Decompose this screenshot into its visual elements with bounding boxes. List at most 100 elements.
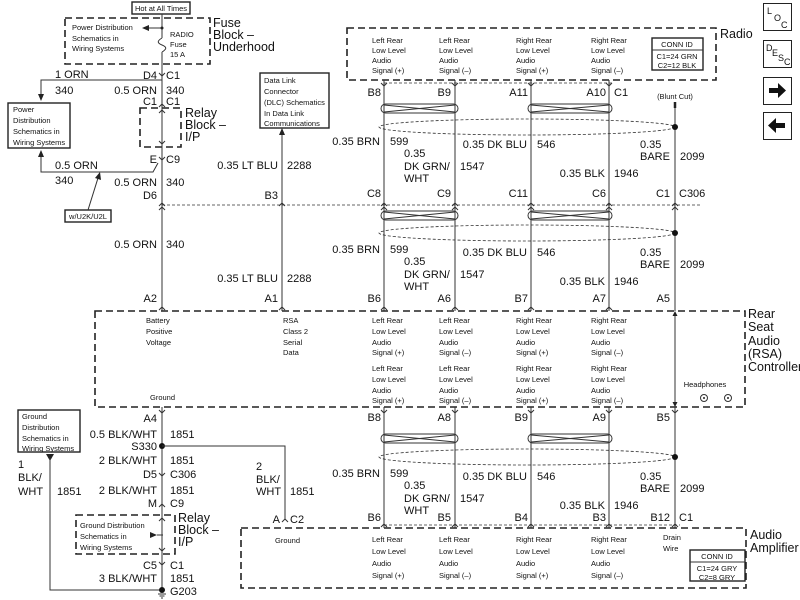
circuit-number: 546 <box>537 247 555 259</box>
signal-label: Left Rear <box>372 36 403 45</box>
signal-label: Signal (–) <box>439 571 472 580</box>
option-tag: w/U2K/U2L <box>68 212 107 221</box>
loc-letter: O <box>774 13 782 23</box>
ground-distribution-ref-box[interactable] <box>17 409 81 453</box>
arrow-down-icon <box>38 94 44 101</box>
rsa-title: (RSA) <box>748 347 782 361</box>
signal-label: Left Rear <box>372 535 403 544</box>
ref-text: Power Distribution <box>72 23 133 32</box>
circuit-number: 599 <box>390 136 408 148</box>
prev-button[interactable] <box>763 112 792 140</box>
headphone-jack-icon <box>700 394 708 402</box>
option-pointer <box>87 177 99 211</box>
ref-text: In Data Link <box>264 109 304 118</box>
pin-label: A11 <box>509 87 528 99</box>
wire-color: 0.35 <box>404 480 425 492</box>
wire-color: 0.35 <box>404 256 425 268</box>
signal-label: Audio <box>439 559 458 568</box>
pin-label: A9 <box>593 412 606 424</box>
ref-text: Data Link <box>264 76 296 85</box>
signal-label: Class 2 <box>283 327 308 336</box>
circuit-number: 546 <box>537 471 555 483</box>
signal-label: Audio <box>516 338 535 347</box>
wire-color: WHT <box>404 505 429 517</box>
wire-color: 0.35 BLK <box>560 276 606 288</box>
wire-05-orn-branch <box>40 155 159 173</box>
ref-text: Wiring Systems <box>80 543 132 552</box>
power-distribution-ref-box[interactable] <box>7 102 71 149</box>
wire-color: 2 BLK/WHT <box>99 485 157 497</box>
circuit-number: 1547 <box>460 493 484 505</box>
loc-button[interactable]: L O C <box>763 3 792 31</box>
signal-label: Audio <box>372 56 391 65</box>
circuit-number: 1851 <box>170 485 194 497</box>
wire-color: 0.5 ORN <box>114 177 157 189</box>
signal-label: Right Rear <box>591 364 627 373</box>
splice-dot <box>160 26 164 30</box>
arrow-up-icon <box>38 150 44 157</box>
signal-label: Audio <box>516 56 535 65</box>
signal-label: Left Rear <box>439 535 470 544</box>
pin-label: C1 <box>143 96 157 108</box>
signal-label: Left Rear <box>372 316 403 325</box>
pin-label: B6 <box>368 512 381 524</box>
signal-label: RSA <box>283 316 298 325</box>
pin-label: C306 <box>170 469 196 481</box>
pin-label: A <box>273 514 281 526</box>
circuit-number: 599 <box>390 244 408 256</box>
signal-label: Data <box>283 348 300 357</box>
relay-block-bottom <box>75 514 176 555</box>
signal-label: Signal (–) <box>591 571 624 580</box>
wire-color: 0.35 BRN <box>332 468 380 480</box>
rsa-title: Seat <box>748 320 774 334</box>
circuit-number: 1946 <box>614 168 638 180</box>
ref-text: Ground <box>22 412 47 421</box>
relay-block-title: Block – <box>185 118 226 132</box>
circuit-number: 340 <box>55 85 73 97</box>
wire-1851-branch <box>162 445 286 519</box>
wire-color: 3 BLK/WHT <box>99 573 157 585</box>
signal-label: Low Level <box>439 327 473 336</box>
circuit-number: 1851 <box>57 486 81 498</box>
desc-letter: E <box>772 48 779 58</box>
hot-at-all-times-box <box>131 1 191 15</box>
pin-label: C9 <box>437 188 451 200</box>
conn-id-line: C1=24 GRY <box>697 564 738 573</box>
wire-color: BARE <box>640 483 670 495</box>
wire-color: 1 <box>18 459 24 471</box>
wire-color: 0.5 ORN <box>114 85 157 97</box>
circuit-number: 2288 <box>287 160 311 172</box>
signal-label: Low Level <box>516 46 550 55</box>
conn-id-line: C1=24 GRN <box>656 52 697 61</box>
signal-label: Signal (+) <box>372 571 405 580</box>
rsa-controller-box <box>94 310 746 408</box>
radio-conn-id-box <box>651 37 704 71</box>
fuse-label: Fuse <box>170 40 187 49</box>
dlc-ref-box[interactable] <box>259 72 330 129</box>
ref-text: Schematics in <box>72 34 119 43</box>
desc-button[interactable]: D E S C <box>763 40 792 68</box>
audio-wires <box>383 80 678 528</box>
connector-terminals <box>158 72 679 566</box>
wire-color: 0.35 <box>640 247 661 259</box>
arrow-left-icon <box>142 25 149 31</box>
pin-label: B8 <box>368 87 381 99</box>
amplifier-title: Audio <box>750 528 782 542</box>
ground-label: Ground <box>150 393 175 402</box>
ref-text: Distribution <box>22 423 60 432</box>
relay-block-title: Block – <box>178 523 219 537</box>
wire-color: 1 ORN <box>55 69 89 81</box>
signal-label: Low Level <box>372 327 406 336</box>
wire-color: BARE <box>640 259 670 271</box>
fuse-label: 15 A <box>170 50 185 59</box>
signal-label: Audio <box>439 56 458 65</box>
pin-label: B6 <box>368 293 381 305</box>
wire-color: 0.35 LT BLU <box>217 160 278 172</box>
fuse-block-title: Block – <box>213 28 254 42</box>
wire-color: BLK/ <box>18 472 43 484</box>
next-button[interactable] <box>763 77 792 105</box>
signal-label: Right Rear <box>516 364 552 373</box>
signal-label: Low Level <box>591 327 625 336</box>
pin-label: C11 <box>509 188 528 200</box>
splice-label: S330 <box>131 441 157 453</box>
